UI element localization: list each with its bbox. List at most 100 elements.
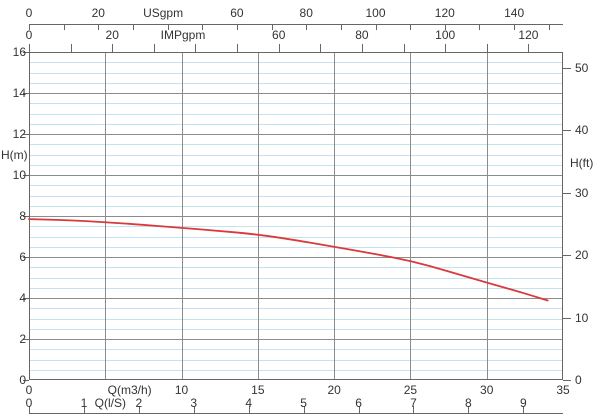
minor-gridline	[29, 185, 563, 187]
y-axis-left-title: H(m)	[1, 148, 28, 162]
hm-tick-label: 8	[19, 209, 26, 223]
impgpm-tick-label: 120	[518, 28, 539, 42]
minor-gridline	[29, 82, 563, 84]
major-gridline-vertical	[257, 52, 259, 380]
ls-tick-label: 7	[410, 396, 417, 410]
usgpm-tick-label: 120	[434, 6, 455, 20]
major-gridline-horizontal	[29, 93, 563, 94]
m3h-tick-label: 10	[174, 383, 189, 397]
hm-tick-label: 6	[19, 250, 26, 264]
usgpm-tick	[479, 25, 481, 30]
hm-tick	[23, 134, 29, 135]
hft-tick	[563, 130, 571, 132]
major-gridline-horizontal	[29, 175, 563, 176]
ls-tick-label: 1	[80, 396, 88, 410]
usgpm-tick	[375, 25, 377, 30]
m3h-tick-label: 35	[556, 383, 570, 397]
ls-tick-label: 0	[25, 396, 33, 410]
x-axis-title-impgpm: IMPgpm	[160, 28, 206, 42]
x-axis-title-ls: Q(l/S)	[94, 396, 126, 410]
hft-tick-label: 20	[575, 248, 589, 263]
usgpm-tick	[410, 25, 412, 30]
ls-axis-line	[29, 413, 563, 414]
hm-tick	[23, 216, 29, 217]
minor-gridline	[29, 195, 563, 197]
usgpm-tick	[271, 25, 273, 30]
hft-tick-label: 10	[575, 310, 589, 325]
impgpm-tick-label: 80	[355, 28, 369, 42]
ls-tick	[193, 406, 195, 413]
hm-tick	[23, 380, 29, 381]
hm-tick-label: 0	[19, 373, 26, 387]
impgpm-tick	[320, 44, 322, 52]
major-gridline-vertical	[486, 52, 488, 380]
minor-gridline	[29, 205, 563, 207]
usgpm-tick	[514, 25, 516, 30]
ls-tick	[358, 406, 360, 413]
minor-gridline	[29, 287, 563, 289]
minor-gridline	[29, 359, 563, 361]
minor-gridline	[29, 308, 563, 310]
hft-tick-label: 30	[575, 185, 589, 200]
hm-tick	[23, 298, 29, 299]
impgpm-tick-label: 100	[435, 28, 456, 42]
ls-tick-label: 4	[245, 396, 253, 410]
ls-tick	[523, 406, 525, 413]
hm-tick-label: 10	[12, 168, 26, 182]
major-gridline-horizontal	[29, 257, 563, 258]
hft-tick-label: 40	[575, 123, 589, 138]
impgpm-tick	[403, 44, 405, 52]
ls-tick	[468, 406, 470, 413]
hm-tick-label: 16	[12, 45, 26, 59]
usgpm-tick-label: 100	[365, 6, 386, 20]
impgpm-tick	[445, 44, 447, 52]
hft-tick	[563, 380, 571, 381]
m3h-tick-label: 20	[327, 383, 341, 397]
minor-gridline	[29, 267, 563, 269]
hft-tick-label: 0	[575, 373, 582, 387]
ls-tick	[413, 406, 415, 413]
major-gridline-horizontal	[29, 298, 563, 299]
usgpm-tick	[236, 25, 238, 30]
major-gridline-vertical	[181, 52, 183, 380]
ls-tick-label: 5	[300, 396, 307, 410]
ls-tick-label: 3	[190, 396, 198, 410]
minor-gridline	[29, 103, 563, 105]
major-gridline-horizontal	[29, 339, 563, 340]
major-gridline-horizontal	[29, 216, 563, 217]
head-curve-path	[28, 218, 549, 302]
usgpm-tick	[29, 25, 30, 30]
ls-tick	[303, 406, 305, 413]
usgpm-tick	[444, 25, 446, 30]
ls-tick-label: 2	[135, 396, 143, 410]
usgpm-tick	[202, 25, 204, 30]
usgpm-tick	[63, 25, 65, 30]
ls-tick-label: 6	[355, 396, 362, 410]
impgpm-tick	[528, 44, 530, 52]
impgpm-tick	[237, 44, 239, 52]
x-axis-title-usgpm: USgpm	[143, 6, 184, 20]
minor-gridline	[29, 123, 563, 125]
usgpm-axis-line	[29, 24, 563, 25]
usgpm-tick	[340, 25, 342, 30]
minor-gridline	[29, 328, 563, 330]
impgpm-tick	[361, 44, 363, 52]
hm-tick-label: 4	[19, 291, 26, 305]
minor-gridline	[29, 164, 563, 166]
usgpm-tick	[306, 25, 308, 30]
m3h-tick-label: 30	[480, 383, 494, 397]
usgpm-tick	[548, 25, 550, 30]
usgpm-tick-label: 60	[230, 6, 244, 20]
impgpm-tick-label: 20	[105, 28, 119, 42]
usgpm-tick-label: 0	[25, 6, 33, 20]
ls-tick	[248, 406, 250, 413]
minor-gridline	[29, 349, 563, 351]
impgpm-tick-label: 0	[25, 28, 33, 42]
minor-gridline	[29, 277, 563, 279]
minor-gridline	[29, 144, 563, 146]
hft-tick	[563, 317, 571, 319]
minor-gridline	[29, 113, 563, 115]
m3h-tick-label: 0	[25, 383, 33, 397]
ls-tick-label: 8	[465, 396, 472, 410]
